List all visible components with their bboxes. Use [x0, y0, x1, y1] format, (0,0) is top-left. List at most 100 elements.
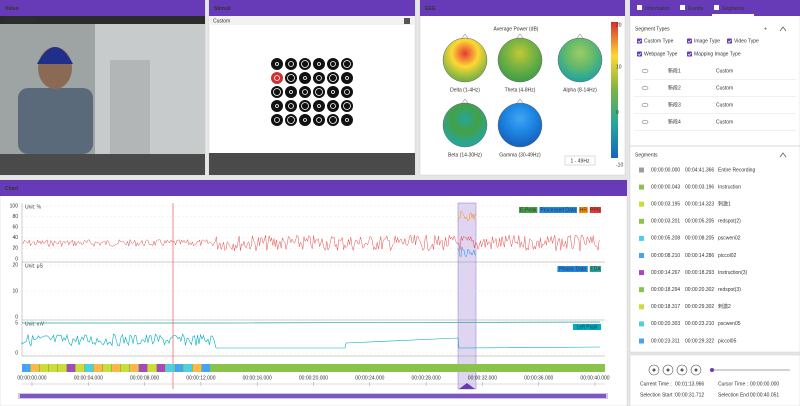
segment-block	[193, 364, 201, 372]
segment-end: 00:00:05.205	[685, 219, 714, 225]
tab[interactable]: Segments	[722, 6, 745, 12]
segment-start: 00:00:00.043	[651, 184, 680, 190]
stimulus-icon-inner	[275, 62, 279, 66]
check	[687, 52, 692, 56]
colorbar-tick: 10	[616, 65, 622, 71]
filter-label: Video Type	[734, 38, 759, 44]
add-button[interactable]: +	[764, 26, 767, 32]
tab[interactable]: Information	[645, 6, 670, 12]
signal-trace	[21, 234, 600, 252]
segment-color	[639, 338, 644, 344]
visibility-icon[interactable]	[641, 68, 649, 74]
segment-type-kind: Custom	[716, 85, 733, 91]
stimulus-icon	[299, 72, 311, 84]
stimulus-icon-inner	[315, 88, 323, 96]
player-glyph	[666, 368, 670, 372]
segment-name: piccol02	[718, 253, 737, 259]
player-end: 00:00:40.051	[750, 392, 779, 398]
segment-name: 刺激1	[718, 201, 731, 208]
topomap	[442, 102, 488, 148]
stimulus-icon	[271, 72, 283, 84]
person-body	[18, 88, 93, 154]
segment-end: 00:04:41.366	[685, 167, 714, 173]
checkbox[interactable]	[637, 51, 642, 57]
segment-timeline	[22, 364, 605, 372]
segment-color	[639, 235, 644, 241]
legend-item[interactable]	[589, 207, 601, 213]
visibility-icon[interactable]	[641, 119, 649, 125]
stimulus-icon	[327, 86, 339, 98]
player-start-label: Selection Start :	[640, 392, 675, 398]
y-tick-label: 0	[15, 350, 18, 356]
stimulus-icon	[341, 58, 353, 70]
time-label: 00:00:04.000	[74, 375, 103, 381]
panel-header	[209, 0, 415, 16]
visibility-icon[interactable]	[641, 102, 649, 108]
legend-label: EDA	[590, 267, 601, 273]
stimulus-icon-inner	[343, 60, 351, 68]
stimulus-icon-inner	[301, 102, 309, 110]
player-glyph	[694, 368, 698, 372]
segment-end: 00:00:20.302	[685, 287, 714, 293]
tab[interactable]: Events	[688, 6, 704, 12]
segment-end: 00:00:23.210	[685, 321, 714, 327]
tab-icon	[637, 5, 642, 10]
legend-label: HR	[580, 208, 588, 214]
segment-block	[130, 364, 138, 372]
track-unit: Unit: mV	[25, 321, 45, 327]
segment-block	[175, 364, 183, 372]
segment-start: 00:00:18.317	[651, 304, 680, 310]
segment-end: 00:00:08.205	[685, 236, 714, 242]
volume-thumb[interactable]	[710, 368, 714, 372]
stimulus-icon-inner	[329, 116, 337, 124]
expand-icon[interactable]	[404, 18, 410, 24]
segment-end: 00:00:29.302	[685, 304, 714, 310]
stimuli-source: Custom	[213, 18, 230, 24]
checkbox[interactable]	[687, 38, 692, 44]
stimulus-icon	[271, 114, 283, 126]
legend-item[interactable]	[519, 207, 538, 213]
visibility-icon[interactable]	[641, 85, 649, 91]
segment-name: Instruction(3)	[718, 270, 748, 276]
segment-block	[58, 364, 66, 372]
range-input[interactable]	[564, 155, 596, 166]
segment-type-name: 新段3	[668, 101, 681, 108]
tab-icon	[680, 5, 685, 10]
topomap	[497, 102, 543, 148]
panel-title: EEG	[425, 6, 436, 12]
segment-end: 00:00:14.286	[685, 253, 714, 259]
legend-label: PPG	[590, 208, 601, 214]
segment-name: 刺激2	[718, 303, 731, 310]
scrollbar-thumb[interactable]	[20, 394, 606, 398]
time-label: 00:00:32.000	[468, 375, 497, 381]
colorbar-tick: 0	[616, 110, 619, 116]
filter-label: Custom Type	[644, 38, 674, 44]
stimulus-icon-inner	[345, 76, 349, 80]
legend-item[interactable]	[539, 207, 577, 213]
checkbox[interactable]	[637, 38, 642, 44]
stimulus-icon-inner	[303, 118, 307, 122]
legend-item[interactable]	[573, 324, 601, 330]
legend-item[interactable]	[579, 207, 588, 213]
checkbox[interactable]	[687, 51, 692, 57]
filter-label: Webpage Type	[644, 51, 678, 57]
segment-start: 00:00:08.210	[651, 253, 680, 259]
legend-item[interactable]	[589, 266, 601, 272]
stimulus-icon	[271, 100, 283, 112]
stimulus-icon-inner	[330, 103, 336, 109]
y-tick-label: 60	[12, 225, 18, 231]
time-label: 00:00:12.000	[186, 375, 215, 381]
legend-item[interactable]	[557, 266, 588, 272]
tab-icon	[714, 5, 719, 10]
panel-title: Chart	[5, 186, 18, 192]
y-tick-label: 20	[12, 262, 18, 268]
segment-type-name: 新段1	[668, 67, 681, 74]
playhead	[459, 383, 475, 389]
checkbox[interactable]	[727, 38, 732, 44]
stimulus-icon	[327, 114, 339, 126]
check	[727, 39, 732, 43]
stimulus-icon	[299, 114, 311, 126]
time-label: 00:00:20.000	[299, 375, 328, 381]
stimulus-icon-inner	[331, 90, 335, 94]
topomap	[557, 37, 603, 83]
